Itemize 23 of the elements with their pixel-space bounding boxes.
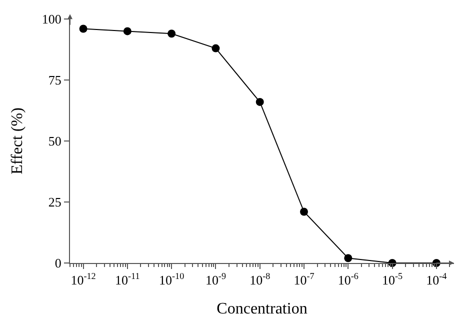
point bbox=[344, 254, 352, 262]
x-tick-label: 10$^{-11}$ bbox=[115, 271, 140, 288]
x-tick-label: 10$^{-8}$ bbox=[250, 271, 271, 288]
x-tick-label: 10$^{-6}$ bbox=[338, 271, 359, 288]
y-tick-label: 100 bbox=[42, 12, 62, 27]
x-axis-title: Concentration bbox=[216, 300, 308, 318]
y-tick-label: 0 bbox=[54, 256, 62, 271]
point bbox=[256, 98, 264, 106]
y-tick-label: 25 bbox=[48, 194, 62, 210]
point bbox=[168, 30, 176, 38]
y-axis-title: Effect (%) bbox=[8, 108, 26, 174]
x-tick-label: 10$^{-12}$ bbox=[70, 271, 96, 288]
y-tick-label: 75 bbox=[48, 72, 62, 88]
x-tick-label: 10$^{-4}$ bbox=[426, 271, 448, 288]
x-tick-label: 10$^{-5}$ bbox=[382, 271, 404, 288]
y-tick-label: 50 bbox=[48, 134, 62, 149]
point bbox=[300, 208, 308, 216]
point bbox=[79, 24, 88, 33]
point bbox=[123, 27, 132, 36]
x-tick-label: 10$^{-10}$ bbox=[159, 271, 185, 288]
x-tick-label: 10$^{-7}$ bbox=[294, 271, 315, 288]
point bbox=[212, 44, 220, 52]
x-tick-label: 10$^{-9}$ bbox=[205, 271, 226, 288]
